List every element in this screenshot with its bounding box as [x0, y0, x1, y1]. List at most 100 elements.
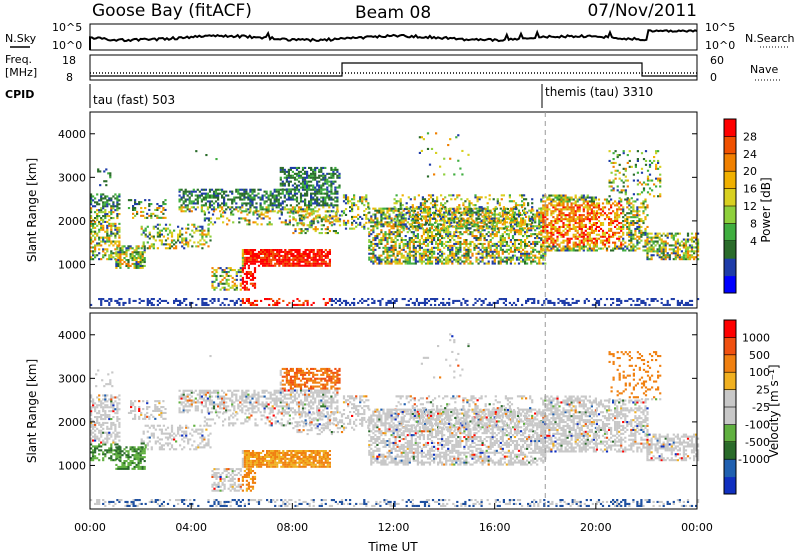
range-gate-cell: [576, 216, 579, 219]
range-gate-cell: [405, 212, 408, 215]
range-gate-cell: [554, 227, 557, 230]
range-gate-cell: [257, 254, 261, 257]
range-gate-cell: [487, 227, 490, 230]
range-gate-cell: [322, 250, 325, 253]
range-gate-cell: [312, 208, 315, 211]
range-gate-cell: [142, 229, 145, 232]
range-gate-cell: [468, 206, 471, 209]
range-gate-cell: [496, 219, 499, 222]
range-gate-cell: [592, 210, 595, 213]
range-gate-cell: [200, 204, 203, 207]
range-gate-cell: [262, 213, 265, 216]
range-gate-cell: [570, 218, 573, 221]
range-gate-cell: [117, 259, 120, 262]
range-gate-cell: [457, 237, 460, 240]
range-gate-cell: [231, 202, 234, 205]
range-gate-cell: [263, 190, 266, 193]
range-gate-cell: [231, 280, 234, 283]
range-gate-cell: [285, 192, 288, 195]
range-gate-cell: [104, 195, 107, 198]
range-gate-cell: [289, 204, 292, 207]
range-gate-cell: [433, 239, 436, 242]
range-gate-cell: [312, 228, 315, 231]
range-gate-cell: [106, 203, 109, 206]
range-gate-cell: [622, 167, 625, 170]
range-gate-cell: [293, 186, 297, 189]
range-gate-cell: [324, 214, 327, 217]
range-gate-cell: [289, 174, 292, 177]
range-gate-cell: [515, 213, 519, 216]
range-gate-cell: [408, 252, 411, 255]
range-gate-cell: [142, 210, 145, 213]
range-gate-cell: [137, 247, 140, 250]
range-gate-cell: [188, 210, 191, 213]
range-gate-cell: [597, 204, 601, 207]
range-gate-cell: [428, 260, 432, 263]
range-gate-cell: [148, 205, 151, 208]
range-gate-cell: [202, 210, 205, 213]
range-gate-cell: [326, 226, 329, 229]
range-gate-cell: [248, 223, 251, 226]
range-gate-cell: [477, 225, 480, 228]
range-gate-cell: [552, 225, 555, 228]
range-gate-cell: [404, 213, 407, 216]
range-gate-cell: [316, 258, 319, 261]
range-gate-cell: [291, 184, 294, 187]
range-gate-cell: [404, 262, 407, 265]
range-gate-cell: [108, 254, 111, 257]
range-gate-cell: [642, 210, 645, 213]
range-gate-cell: [431, 206, 435, 209]
range-gate-cell: [249, 206, 252, 209]
range-gate-cell: [483, 229, 486, 232]
range-gate-cell: [365, 221, 368, 224]
range-gate-cell: [251, 196, 254, 199]
range-gate-cell: [420, 260, 423, 263]
range-gate-cell: [296, 262, 299, 265]
range-gate-cell: [213, 272, 216, 275]
range-gate-cell: [455, 246, 458, 249]
range-gate-cell: [398, 246, 401, 249]
range-gate-cell: [422, 256, 425, 259]
range-gate-cell: [297, 208, 301, 211]
range-gate-cell: [280, 262, 283, 265]
range-gate-cell: [630, 247, 633, 250]
range-gate-cell: [540, 233, 543, 236]
range-gate-cell: [622, 223, 625, 226]
range-gate-cell: [320, 184, 323, 187]
range-gate-cell: [351, 221, 354, 224]
range-gate-cell: [520, 240, 523, 243]
range-gate-cell: [308, 249, 311, 252]
range-gate-cell: [212, 206, 216, 209]
range-gate-cell: [442, 215, 445, 218]
range-gate-cell: [295, 174, 299, 177]
range-gate-cell: [102, 218, 105, 221]
range-gate-cell: [447, 248, 450, 251]
nave-label: Nave: [750, 63, 778, 76]
range-gate-cell: [628, 202, 631, 205]
range-gate-cell: [399, 208, 402, 211]
range-gate-cell: [275, 204, 278, 207]
range-gate-cell: [414, 237, 417, 240]
range-gate-cell: [257, 250, 261, 253]
range-gate-cell: [451, 252, 454, 255]
range-gate-cell: [426, 233, 430, 236]
range-gate-cell: [310, 176, 313, 179]
range-gate-cell: [618, 247, 621, 250]
range-gate-cell: [477, 250, 480, 253]
range-gate-cell: [495, 231, 498, 234]
range-gate-cell: [376, 258, 379, 261]
range-gate-cell: [118, 222, 121, 225]
range-gate-cell: [396, 235, 399, 238]
range-gate-cell: [445, 209, 448, 212]
range-gate-cell: [367, 202, 370, 205]
range-gate-cell: [509, 240, 512, 243]
range-gate-cell: [192, 202, 195, 205]
range-gate-cell: [546, 218, 549, 221]
range-gate-cell: [614, 231, 617, 234]
range-gate-cell: [162, 243, 165, 246]
range-gate-cell: [245, 274, 248, 277]
range-gate-cell: [365, 196, 368, 199]
range-gate-cell: [306, 172, 309, 175]
range-gate-cell: [538, 260, 541, 263]
range-gate-cell: [266, 258, 269, 261]
